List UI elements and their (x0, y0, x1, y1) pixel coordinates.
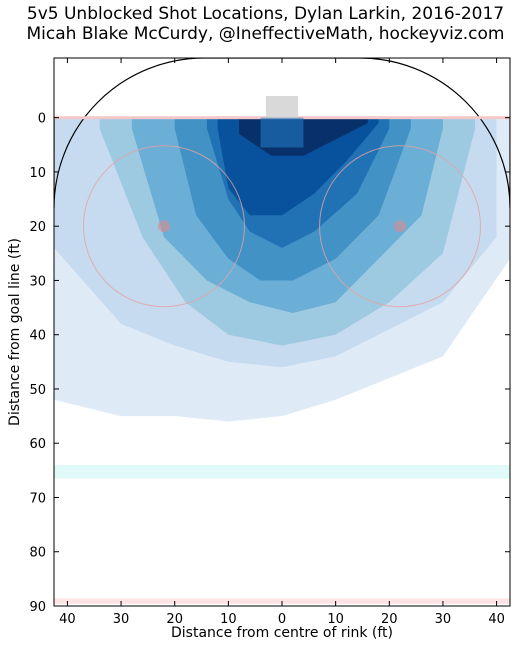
x-tick-label: 30 (113, 612, 130, 627)
chart-title: 5v5 Unblocked Shot Locations, Dylan Lark… (26, 4, 505, 24)
chart-subtitle: Micah Blake McCurdy, @IneffectiveMath, h… (26, 24, 505, 44)
faceoff-circle (83, 145, 245, 308)
x-tick-label: 20 (166, 612, 183, 627)
y-tick-label: 30 (29, 274, 46, 289)
y-tick-label: 90 (29, 600, 46, 615)
x-tick-label: 40 (488, 612, 505, 627)
goal-crease (260, 117, 304, 148)
y-tick-label: 10 (29, 166, 46, 181)
x-tick-label: 10 (327, 612, 344, 627)
y-axis-label: Distance from goal line (ft) (7, 238, 23, 426)
y-tick-label: 80 (29, 546, 46, 561)
x-tick-label: 20 (381, 612, 398, 627)
y-tick-label: 50 (29, 383, 46, 398)
x-tick-label: 10 (220, 612, 237, 627)
y-tick-label: 20 (29, 220, 46, 235)
faceoff-circle (319, 145, 481, 308)
faceoff-dot (394, 220, 407, 233)
goal-net (265, 96, 299, 118)
end-boards (54, 58, 510, 209)
y-tick-label: 0 (38, 112, 46, 127)
x-tick-label: 30 (435, 612, 452, 627)
x-tick-label: 40 (59, 612, 76, 627)
x-axis-label: Distance from centre of rink (ft) (171, 625, 393, 641)
y-tick-label: 40 (29, 329, 46, 344)
faceoff-dot (157, 220, 170, 233)
x-tick-label: 0 (278, 612, 286, 627)
y-tick-label: 70 (29, 491, 46, 506)
blue-line (54, 464, 510, 479)
y-tick-label: 60 (29, 437, 46, 452)
